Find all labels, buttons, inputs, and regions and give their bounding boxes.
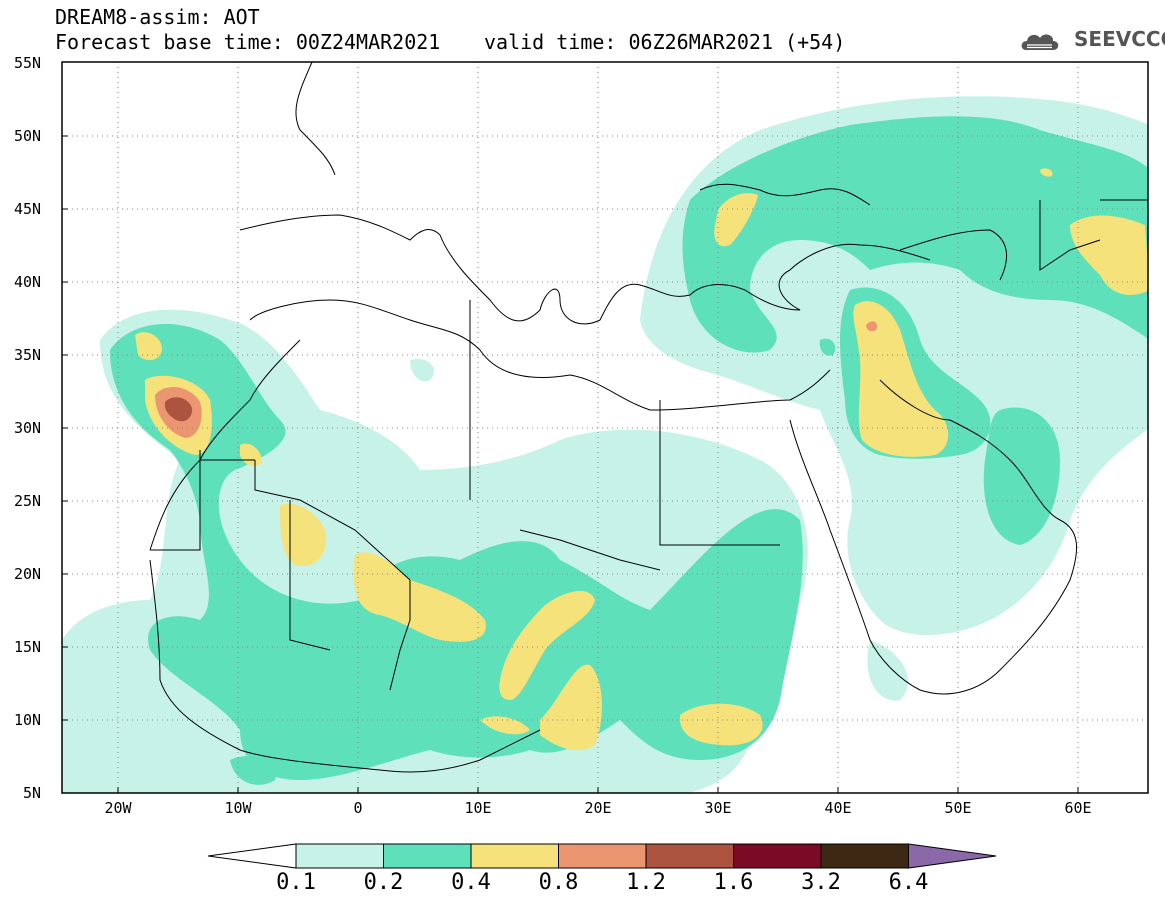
colorbar-swatch (733, 843, 822, 869)
lon-tick-label: 0 (353, 799, 362, 817)
lon-tick-label: 20E (584, 799, 611, 817)
map-title: DREAM8-assim: AOT (55, 5, 260, 29)
aot-level-1.2 (164, 397, 193, 422)
lon-tick-label: 60E (1064, 799, 1091, 817)
lon-tick-label: 30E (704, 799, 731, 817)
colorbar-label: 0.4 (451, 870, 491, 895)
colorbar-swatch (908, 843, 997, 869)
lat-tick-label: 15N (14, 638, 41, 656)
colorbar-swatch (295, 843, 384, 869)
lon-tick-label: 20W (104, 799, 132, 817)
valid-time: valid time: 06Z26MAR2021 (+54) (484, 30, 846, 54)
lon-tick-label: 10E (464, 799, 491, 817)
lon-tick-label: 40E (824, 799, 851, 817)
colorbar-label: 0.8 (538, 870, 579, 895)
colorbar-label: 0.2 (363, 870, 404, 895)
colorbar-label: 0.1 (276, 870, 316, 895)
colorbar-label: 6.4 (888, 870, 929, 895)
colorbar-label: 1.2 (626, 870, 666, 895)
lat-tick-label: 5N (23, 784, 41, 802)
lon-tick-label: 10W (224, 799, 252, 817)
aot-contours (62, 96, 1148, 793)
aot-level-0.4 (135, 168, 1148, 751)
lat-tick-label: 30N (14, 419, 41, 437)
colorbar-swatch (645, 843, 734, 869)
lat-tick-label: 35N (14, 346, 41, 364)
colorbar-swatch (383, 843, 472, 869)
colorbar (207, 843, 997, 869)
lat-axis (62, 135, 68, 721)
lat-tick-label: 55N (14, 54, 41, 72)
lon-tick-label: 50E (944, 799, 971, 817)
lat-tick-label: 50N (14, 127, 41, 145)
lat-tick-label: 25N (14, 492, 41, 510)
coastlines-borders (149, 62, 1148, 773)
colorbar-label: 3.2 (801, 870, 841, 895)
seevccc-logo-text: SEEVCCC (1074, 27, 1165, 51)
lat-tick-label: 20N (14, 565, 41, 583)
lat-tick-label: 10N (14, 711, 41, 729)
colorbar-swatch (470, 843, 559, 869)
colorbar-swatch (820, 843, 909, 869)
colorbar-label: 1.6 (713, 870, 754, 895)
forecast-base-time: Forecast base time: 00Z24MAR2021 (55, 30, 441, 54)
lon-axis (117, 787, 1079, 793)
colorbar-swatch (558, 843, 647, 869)
lat-tick-label: 40N (14, 273, 41, 291)
seevccc-cloud-logo-icon (1021, 34, 1059, 50)
lat-lon-grid (62, 62, 1148, 793)
colorbar-swatch (207, 843, 297, 869)
lat-tick-label: 45N (14, 200, 41, 218)
